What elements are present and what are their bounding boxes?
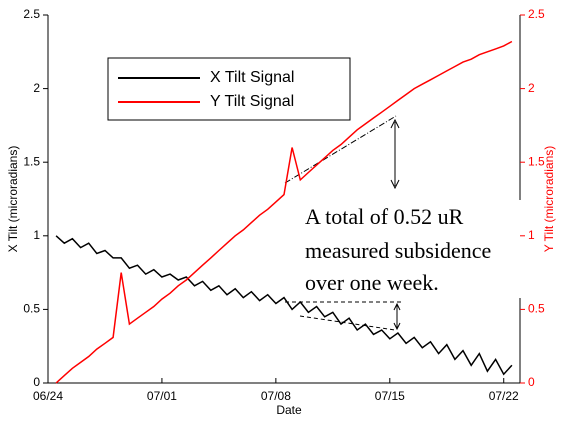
- arrow-head: [393, 302, 401, 331]
- y-axis-label: X Tilt (microradians): [6, 146, 20, 253]
- trend-line: [299, 315, 396, 331]
- arrow-head: [390, 118, 400, 190]
- y2-tick-label: 1: [528, 228, 535, 242]
- annotation: measured subsidence: [305, 238, 491, 263]
- trend-line: [284, 115, 397, 184]
- x-tick-label: 07/15: [375, 389, 405, 403]
- x-tick-label: 06/24: [33, 389, 63, 403]
- legend-label: X Tilt Signal: [210, 69, 294, 86]
- y-tick-label: 1.5: [23, 154, 40, 168]
- y-tick-label: 0: [33, 375, 40, 389]
- legend-label: Y Tilt Signal: [210, 93, 294, 110]
- y2-tick-label: 0.5: [528, 302, 545, 316]
- y2-tick-label: 2.5: [528, 7, 545, 21]
- y2-tick-label: 2: [528, 81, 535, 95]
- series-line: [55, 40, 513, 384]
- annotation: over one week.: [305, 270, 439, 295]
- x-tick-label: 07/01: [147, 389, 177, 403]
- x-axis-label: Date: [276, 403, 302, 417]
- y-tick-label: 1: [33, 228, 40, 242]
- y2-tick-label: 0: [528, 375, 535, 389]
- y-tick-label: 2.5: [23, 7, 40, 21]
- annotation: A total of 0.52 uR: [305, 204, 464, 229]
- y-tick-label: 0.5: [23, 302, 40, 316]
- legend: [107, 57, 351, 121]
- x-tick-label: 07/22: [489, 389, 519, 403]
- series-line: [55, 235, 513, 376]
- y-tick-label: 2: [33, 81, 40, 95]
- y2-tick-label: 1.5: [528, 154, 545, 168]
- annotation-bg: [300, 200, 525, 298]
- guides: [284, 115, 402, 331]
- x-tick-label: 07/08: [261, 389, 291, 403]
- y2-axis-label: Y Tilt (microradians): [542, 146, 556, 252]
